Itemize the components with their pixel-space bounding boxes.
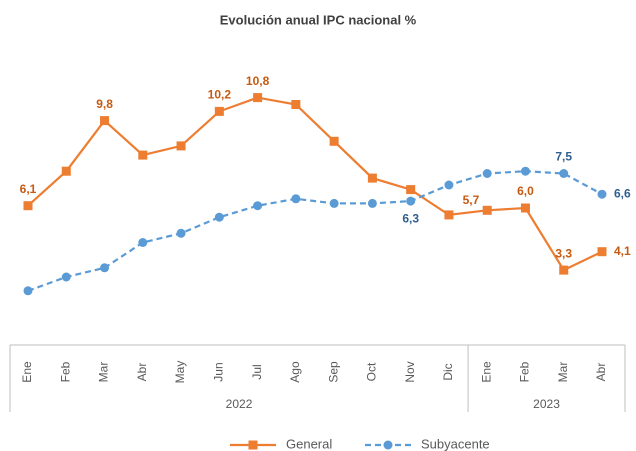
marker — [406, 196, 416, 206]
marker — [482, 205, 492, 215]
marker — [253, 201, 263, 211]
data-label: 4,1 — [614, 244, 631, 258]
x-tick-label: Mar — [97, 362, 111, 383]
x-tick-label: Nov — [403, 361, 417, 382]
x-tick-label: Ene — [20, 361, 34, 383]
marker — [291, 194, 301, 204]
data-label: 6,1 — [20, 182, 37, 196]
legend-label: General — [286, 436, 332, 451]
legend-label: Subyacente — [421, 436, 490, 451]
marker — [367, 173, 377, 183]
marker — [176, 228, 186, 238]
marker — [597, 247, 607, 257]
data-label: 3,3 — [555, 246, 572, 260]
marker — [597, 189, 607, 199]
series-line — [27, 170, 603, 292]
x-tick-label: Feb — [518, 361, 532, 382]
marker — [559, 169, 569, 178]
x-tick-label: Abr — [135, 363, 149, 382]
marker — [444, 180, 454, 190]
x-tick-label: Sep — [326, 361, 340, 383]
data-label: 6,3 — [402, 211, 419, 225]
data-label: 6,6 — [614, 186, 631, 200]
marker — [61, 166, 71, 176]
marker — [329, 198, 339, 208]
x-tick-label: Jun — [212, 362, 226, 381]
series-line — [27, 96, 603, 272]
data-label: 6,0 — [517, 184, 534, 198]
data-label: 9,8 — [96, 97, 113, 111]
x-tick-label: Dic — [441, 363, 455, 380]
data-label: 7,5 — [555, 150, 572, 164]
year-label: 2022 — [226, 397, 253, 411]
marker — [520, 203, 530, 213]
chart-title: Evolución anual IPC nacional % — [220, 12, 417, 27]
marker — [444, 210, 454, 220]
x-tick-label: Jul — [250, 364, 264, 379]
marker — [138, 150, 148, 160]
marker — [406, 185, 416, 195]
marker — [138, 238, 148, 247]
marker — [214, 212, 224, 222]
x-tick-label: Oct — [365, 362, 379, 381]
x-tick-label: Mar — [556, 362, 570, 383]
x-tick-label: Abr — [594, 363, 608, 382]
marker — [253, 93, 263, 103]
x-tick-label: Ago — [288, 361, 302, 383]
year-label: 2023 — [533, 397, 560, 411]
data-label: 5,7 — [463, 193, 480, 207]
marker — [214, 106, 224, 116]
legend-marker — [248, 440, 258, 450]
legend-marker — [383, 440, 393, 450]
marker — [100, 263, 110, 273]
x-tick-label: May — [173, 361, 187, 384]
marker — [559, 265, 569, 275]
marker — [23, 286, 33, 296]
data-label: 10,8 — [246, 74, 270, 88]
marker — [61, 272, 71, 282]
marker — [291, 100, 301, 109]
marker — [176, 141, 186, 151]
marker — [367, 198, 377, 208]
data-label: 10,2 — [208, 88, 232, 102]
marker — [520, 166, 530, 176]
x-tick-label: Feb — [58, 361, 72, 382]
marker — [482, 169, 492, 178]
marker — [23, 201, 33, 211]
marker — [329, 136, 339, 146]
x-tick-label: Ene — [479, 361, 493, 383]
marker — [100, 116, 110, 126]
